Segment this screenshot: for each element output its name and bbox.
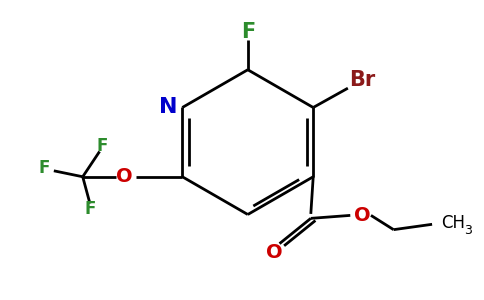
- Text: F: F: [96, 136, 107, 154]
- Text: F: F: [39, 159, 50, 177]
- Text: F: F: [84, 200, 96, 218]
- Text: F: F: [241, 22, 255, 42]
- Text: O: O: [116, 167, 133, 186]
- Text: N: N: [159, 98, 177, 118]
- Text: CH: CH: [441, 214, 465, 232]
- Text: Br: Br: [349, 70, 376, 90]
- Text: O: O: [354, 206, 371, 225]
- Text: O: O: [266, 243, 283, 262]
- Text: 3: 3: [464, 224, 472, 237]
